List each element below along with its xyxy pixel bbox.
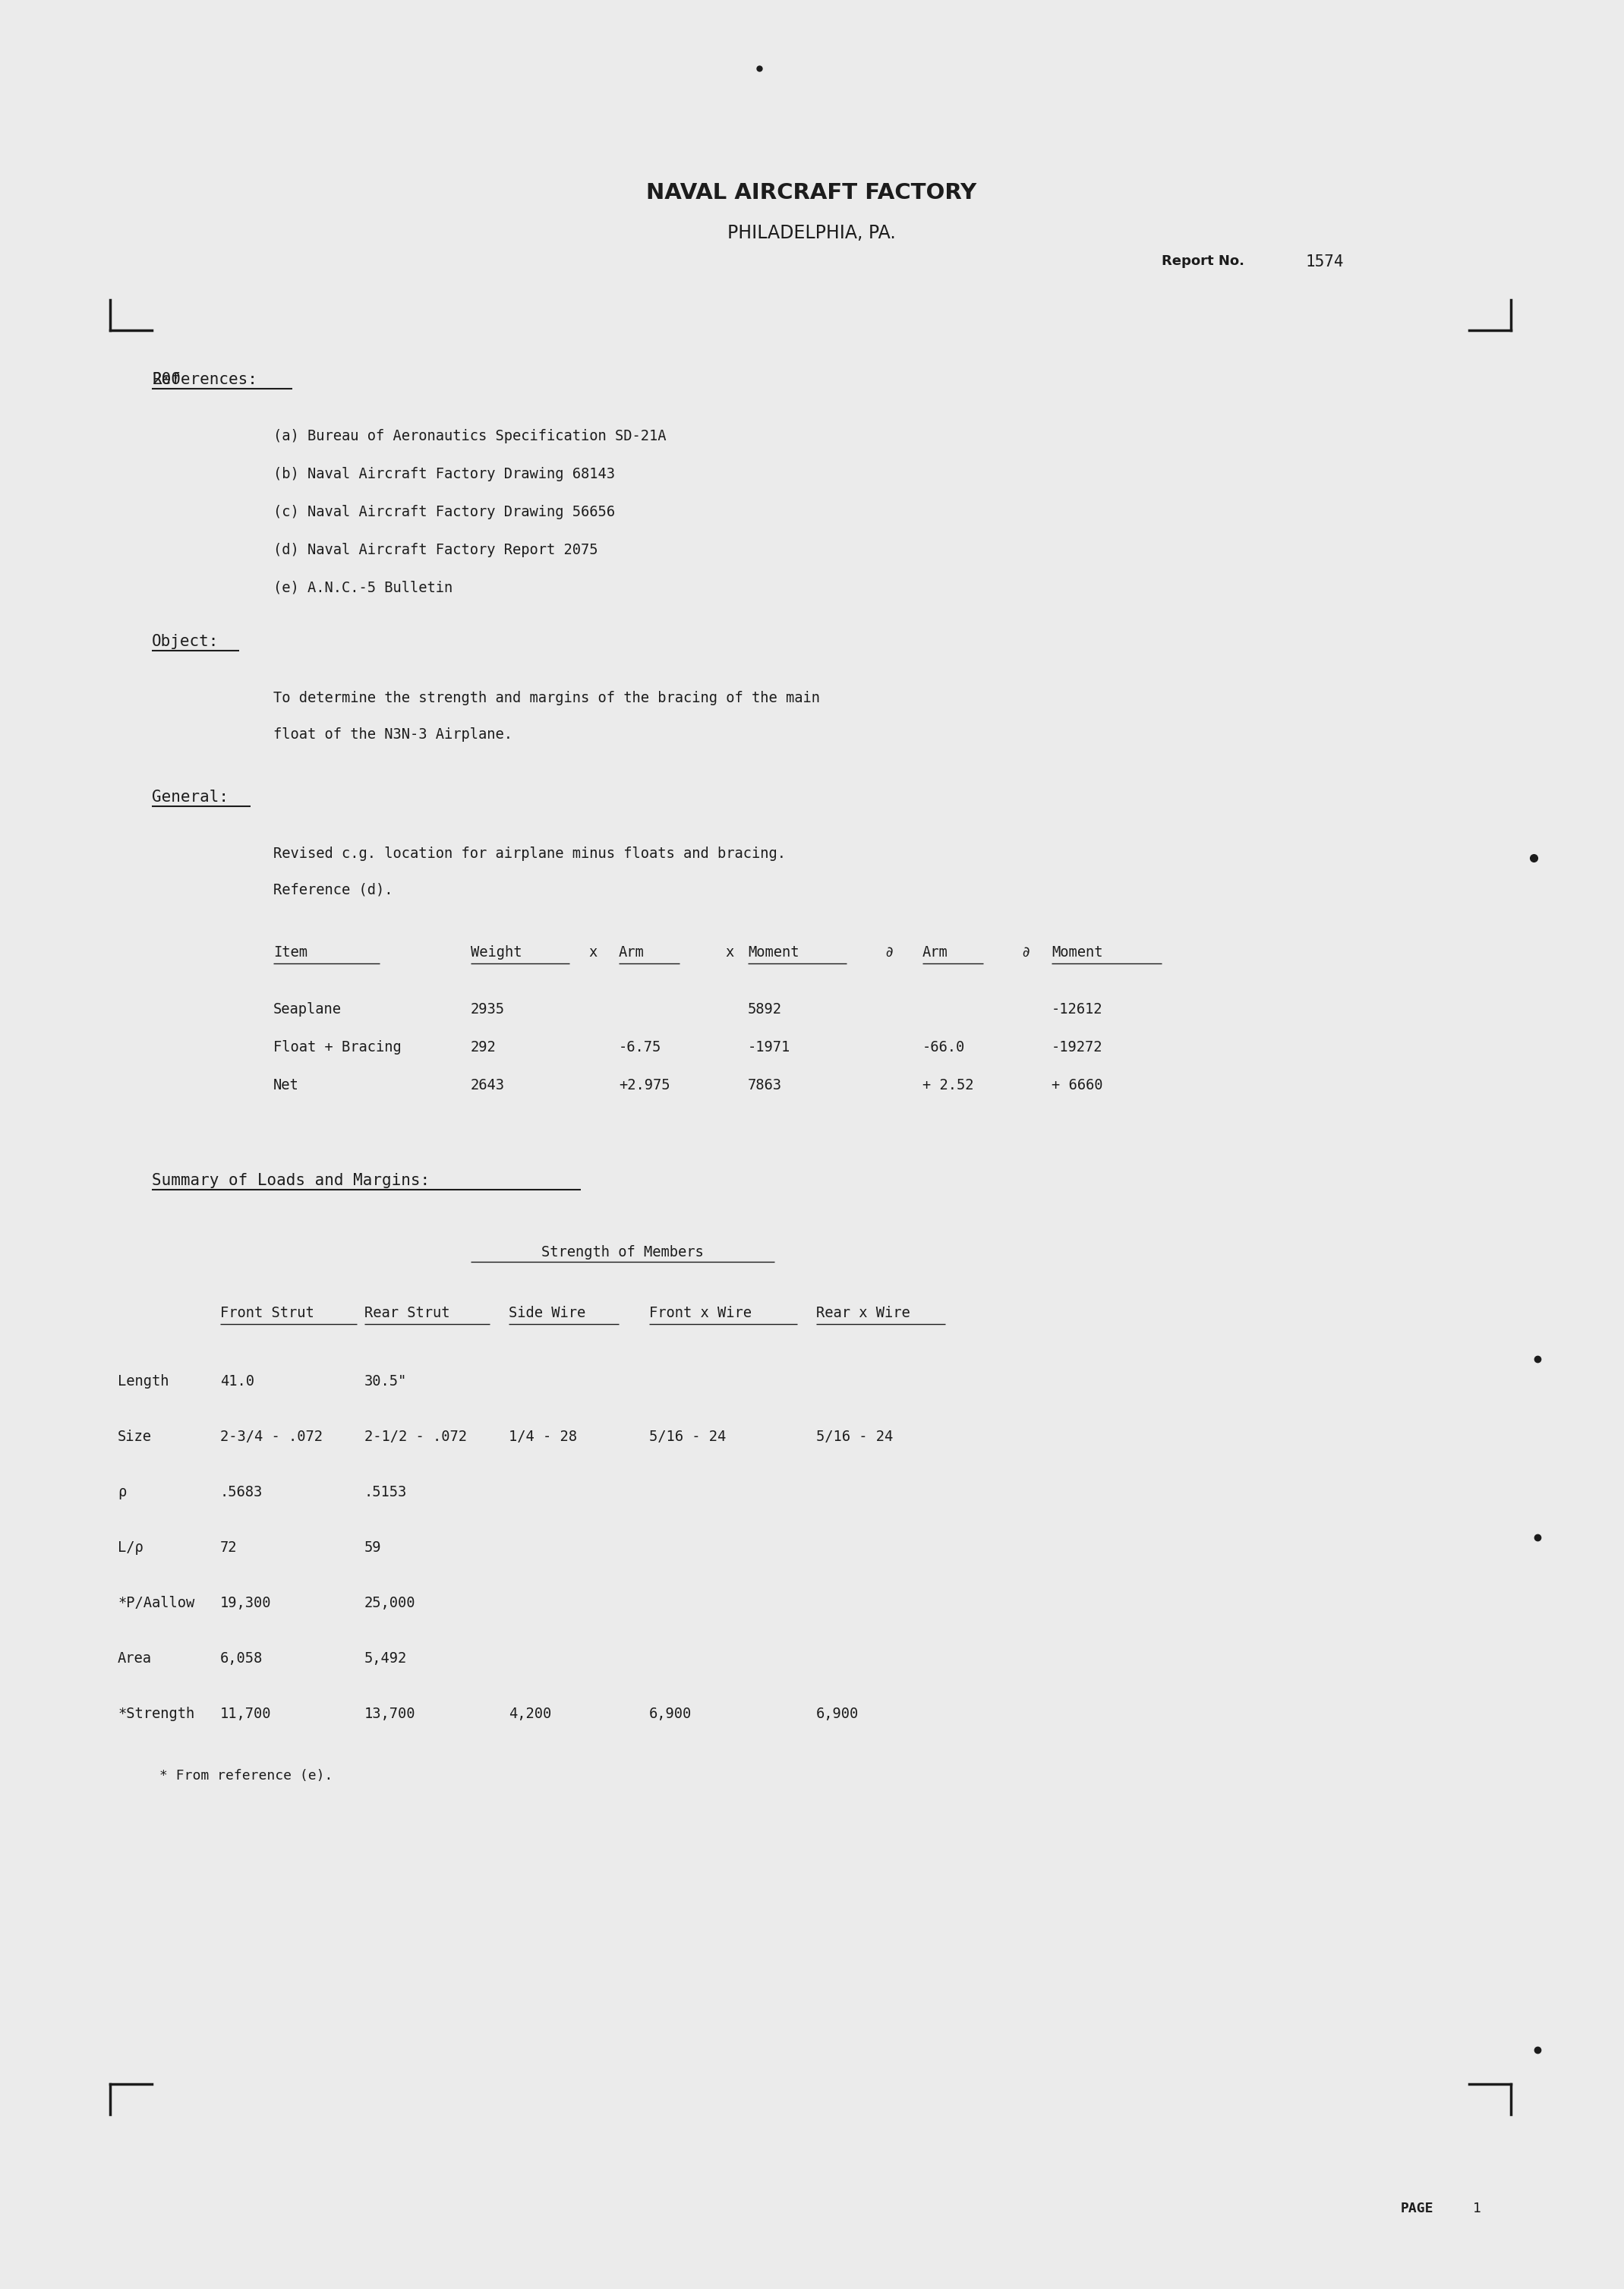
Text: 1: 1 (1473, 2202, 1481, 2216)
Text: Seaplane: Seaplane (273, 1003, 341, 1016)
Text: 1/4 - 28: 1/4 - 28 (508, 1431, 577, 1444)
Text: (c) Naval Aircraft Factory Drawing 56656: (c) Naval Aircraft Factory Drawing 56656 (273, 506, 615, 520)
Text: *P/Aallow: *P/Aallow (117, 1595, 195, 1609)
Text: Rear x Wire: Rear x Wire (817, 1305, 909, 1321)
Text: -12612: -12612 (1051, 1003, 1103, 1016)
Text: 72: 72 (221, 1540, 237, 1554)
Text: Weight: Weight (471, 945, 521, 959)
Text: 6,058: 6,058 (221, 1650, 263, 1666)
Text: x: x (588, 945, 598, 959)
Text: ∂: ∂ (885, 945, 893, 959)
Text: 11,700: 11,700 (221, 1708, 271, 1721)
Text: *Strength: *Strength (117, 1708, 195, 1721)
Text: -1971: -1971 (747, 1039, 791, 1055)
Text: 30.5": 30.5" (364, 1373, 408, 1389)
Text: 292: 292 (471, 1039, 497, 1055)
Text: Float + Bracing: Float + Bracing (273, 1039, 401, 1055)
Text: 6,900: 6,900 (650, 1708, 692, 1721)
Text: 4,200: 4,200 (508, 1708, 552, 1721)
Text: (b) Naval Aircraft Factory Drawing 68143: (b) Naval Aircraft Factory Drawing 68143 (273, 467, 615, 481)
Text: -6.75: -6.75 (619, 1039, 661, 1055)
Text: References:: References: (153, 373, 257, 387)
Text: 13,700: 13,700 (364, 1708, 416, 1721)
Text: 2-1/2 - .072: 2-1/2 - .072 (364, 1431, 468, 1444)
Text: PAGE: PAGE (1402, 2202, 1434, 2216)
Text: 2643: 2643 (471, 1078, 505, 1092)
Text: Net: Net (273, 1078, 299, 1092)
Text: float of the N3N-3 Airplane.: float of the N3N-3 Airplane. (273, 728, 513, 742)
Text: + 2.52: + 2.52 (922, 1078, 974, 1092)
Text: Revised c.g. location for airplane minus floats and bracing.: Revised c.g. location for airplane minus… (273, 847, 786, 861)
Text: Item: Item (273, 945, 307, 959)
Text: 59: 59 (364, 1540, 382, 1554)
Text: 41.0: 41.0 (221, 1373, 255, 1389)
Text: Reference (d).: Reference (d). (273, 884, 393, 897)
Text: Area: Area (117, 1650, 153, 1666)
Text: 5,492: 5,492 (364, 1650, 408, 1666)
Text: .5683: .5683 (221, 1486, 263, 1499)
Text: 1574: 1574 (1306, 254, 1345, 270)
Text: -66.0: -66.0 (922, 1039, 965, 1055)
Text: Moment: Moment (747, 945, 799, 959)
Text: 2935: 2935 (471, 1003, 505, 1016)
Text: 5/16 - 24: 5/16 - 24 (650, 1431, 726, 1444)
Text: Front Strut: Front Strut (221, 1305, 313, 1321)
Text: General:: General: (153, 790, 229, 806)
Text: NAVAL AIRCRAFT FACTORY: NAVAL AIRCRAFT FACTORY (646, 183, 976, 204)
Text: .5153: .5153 (364, 1486, 408, 1499)
Text: Length: Length (117, 1373, 169, 1389)
Text: Object:: Object: (153, 634, 219, 650)
Text: Arm: Arm (619, 945, 645, 959)
Text: ρ: ρ (117, 1486, 127, 1499)
Text: Moment: Moment (1051, 945, 1103, 959)
Text: PHILADELPHIA, PA.: PHILADELPHIA, PA. (728, 224, 896, 243)
Text: Arm: Arm (922, 945, 948, 959)
Text: 19,300: 19,300 (221, 1595, 271, 1609)
Text: L/ρ: L/ρ (117, 1540, 143, 1554)
Text: * From reference (e).: * From reference (e). (159, 1769, 333, 1783)
Text: (d) Naval Aircraft Factory Report 2075: (d) Naval Aircraft Factory Report 2075 (273, 542, 598, 556)
Text: (a) Bureau of Aeronautics Specification SD-21A: (a) Bureau of Aeronautics Specification … (273, 428, 666, 444)
Text: 200: 200 (153, 373, 180, 387)
Text: -19272: -19272 (1051, 1039, 1103, 1055)
Text: 6,900: 6,900 (817, 1708, 859, 1721)
Text: Front x Wire: Front x Wire (650, 1305, 752, 1321)
Text: 5/16 - 24: 5/16 - 24 (817, 1431, 893, 1444)
Text: 2-3/4 - .072: 2-3/4 - .072 (221, 1431, 323, 1444)
Text: To determine the strength and margins of the bracing of the main: To determine the strength and margins of… (273, 691, 820, 705)
Text: + 6660: + 6660 (1051, 1078, 1103, 1092)
Text: (e) A.N.C.-5 Bulletin: (e) A.N.C.-5 Bulletin (273, 581, 453, 595)
Text: Rear Strut: Rear Strut (364, 1305, 450, 1321)
Text: 5892: 5892 (747, 1003, 783, 1016)
Text: Size: Size (117, 1431, 153, 1444)
Text: 25,000: 25,000 (364, 1595, 416, 1609)
Text: +2.975: +2.975 (619, 1078, 671, 1092)
Text: Side Wire: Side Wire (508, 1305, 586, 1321)
Text: Report No.: Report No. (1161, 254, 1244, 268)
Text: Strength of Members: Strength of Members (541, 1245, 703, 1259)
Text: ∂: ∂ (1021, 945, 1030, 959)
Text: x: x (724, 945, 734, 959)
Text: Summary of Loads and Margins:: Summary of Loads and Margins: (153, 1172, 430, 1188)
Text: 7863: 7863 (747, 1078, 783, 1092)
